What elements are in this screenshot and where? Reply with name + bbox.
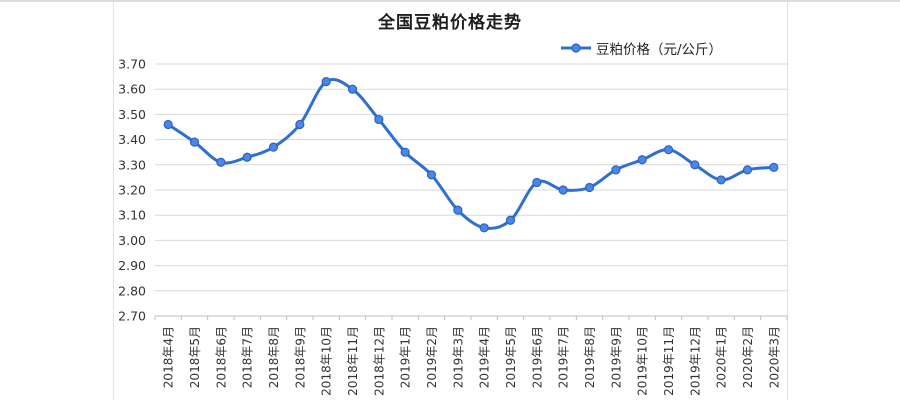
data-point-marker[interactable] (584, 182, 595, 193)
data-point-marker[interactable] (769, 162, 779, 172)
x-tick-label: 2018年12月 (372, 326, 386, 396)
x-tick-label: 2019年5月 (504, 326, 518, 388)
data-point-marker[interactable] (189, 137, 200, 147)
data-point-marker[interactable] (611, 165, 621, 175)
x-tick-label: 2019年4月 (478, 326, 492, 388)
y-tick-label: 3.00 (118, 233, 146, 248)
x-tick-label: 2019年9月 (609, 326, 623, 388)
data-point-marker[interactable] (558, 185, 568, 195)
data-point-marker[interactable] (426, 170, 437, 180)
data-point-marker[interactable] (663, 145, 674, 155)
y-tick-label: 2.90 (118, 258, 146, 273)
legend-line-marker-icon (561, 43, 591, 53)
x-tick-label: 2018年8月 (267, 326, 281, 388)
data-point-marker[interactable] (532, 177, 542, 188)
x-tick-label: 2018年5月 (188, 326, 202, 388)
y-tick-label: 3.30 (118, 157, 146, 172)
x-tick-label: 2020年2月 (741, 326, 755, 388)
x-tick-label: 2018年11月 (346, 326, 360, 396)
y-tick-label: 3.50 (118, 107, 146, 122)
y-tick-label: 3.40 (118, 132, 146, 147)
y-tick-label: 3.60 (118, 82, 146, 97)
y-tick-label: 2.80 (118, 283, 146, 298)
data-point-marker[interactable] (347, 84, 358, 94)
data-point-marker[interactable] (479, 223, 489, 233)
x-tick-label: 2018年7月 (241, 326, 255, 388)
x-tick-label: 2019年3月 (451, 326, 465, 388)
data-point-marker[interactable] (268, 142, 279, 152)
right-border-line (787, 2, 788, 400)
data-point-marker[interactable] (742, 165, 753, 175)
chart-title: 全国豆粕价格走势 (378, 13, 522, 33)
x-tick-label: 2019年11月 (662, 326, 676, 396)
y-tick-label: 2.70 (118, 309, 146, 324)
series-line (166, 77, 776, 230)
data-point-marker[interactable] (163, 119, 173, 130)
x-tick-label: 2018年10月 (320, 326, 334, 396)
x-tick-label: 2019年8月 (583, 326, 597, 388)
legend-marker (571, 43, 581, 53)
y-tick-label: 3.20 (118, 183, 146, 198)
legend-label: 豆粕价格（元/公斤） (596, 42, 723, 58)
data-point-marker[interactable] (505, 215, 516, 225)
y-tick-label: 3.70 (118, 57, 146, 72)
x-tick-label: 2018年9月 (293, 326, 307, 388)
x-tick-label: 2019年2月 (425, 326, 439, 388)
data-point-marker[interactable] (400, 147, 410, 157)
x-tick-label: 2019年10月 (636, 326, 650, 396)
x-tick-label: 2020年3月 (767, 326, 781, 388)
y-tick-label: 3.10 (118, 208, 146, 223)
x-tick-label: 2019年12月 (688, 326, 702, 396)
x-tick-label: 2019年7月 (557, 326, 571, 388)
x-tick-label: 2019年1月 (399, 326, 413, 388)
data-point-marker[interactable] (690, 160, 700, 170)
x-tick-label: 2020年1月 (715, 326, 729, 388)
legend[interactable]: 豆粕价格（元/公斤） (560, 38, 760, 58)
x-tick-label: 2019年6月 (530, 326, 544, 388)
data-point-marker[interactable] (321, 77, 331, 87)
data-point-marker[interactable] (374, 114, 384, 125)
x-tick-label: 2018年6月 (214, 326, 228, 388)
data-point-marker[interactable] (453, 205, 463, 215)
data-point-marker[interactable] (216, 157, 226, 167)
data-point-marker[interactable] (716, 175, 726, 185)
data-point-marker[interactable] (295, 119, 305, 130)
x-tick-label: 2018年4月 (162, 326, 176, 388)
left-border-line (113, 2, 114, 400)
data-point-marker[interactable] (242, 152, 252, 162)
top-border-line (0, 0, 900, 2)
data-point-marker[interactable] (637, 155, 647, 165)
